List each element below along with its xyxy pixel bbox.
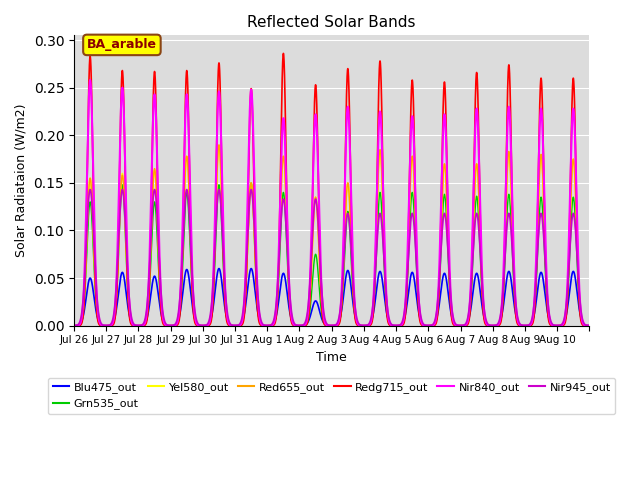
Grn535_out (257, 321, 264, 327)
Line: Blu475_out: Blu475_out (74, 268, 589, 325)
Yel580_out (397, 322, 405, 328)
Nir840_out (480, 302, 488, 308)
Grn535_out (452, 323, 460, 328)
Nir840_out (96, 321, 104, 326)
Nir840_out (586, 323, 593, 328)
Line: Redg715_out: Redg715_out (74, 53, 589, 325)
Nir840_out (375, 119, 383, 124)
Yel580_out (215, 144, 223, 150)
Red655_out (452, 323, 460, 328)
Text: BA_arable: BA_arable (87, 38, 157, 51)
Line: Nir945_out: Nir945_out (74, 190, 589, 325)
Blu475_out (586, 323, 593, 328)
Redg715_out (452, 323, 460, 328)
Nir945_out (86, 187, 94, 192)
Redg715_out (375, 75, 383, 81)
Yel580_out (257, 321, 264, 327)
Grn535_out (480, 311, 488, 316)
Grn535_out (375, 196, 383, 202)
Red655_out (215, 142, 223, 148)
Nir840_out (257, 320, 264, 325)
Nir840_out (86, 77, 94, 83)
Grn535_out (70, 323, 78, 328)
Grn535_out (96, 322, 104, 327)
Nir945_out (480, 301, 488, 307)
Grn535_out (248, 180, 255, 186)
Redg715_out (70, 323, 78, 328)
Yel580_out (70, 323, 78, 328)
Yel580_out (96, 321, 104, 327)
Red655_out (586, 323, 593, 328)
Red655_out (375, 155, 383, 161)
Y-axis label: Solar Radiataion (W/m2): Solar Radiataion (W/m2) (15, 104, 28, 257)
Nir840_out (452, 323, 460, 328)
Redg715_out (397, 323, 405, 328)
Grn535_out (586, 323, 593, 328)
Grn535_out (397, 322, 405, 328)
Nir945_out (375, 214, 383, 220)
Blu475_out (375, 270, 383, 276)
Yel580_out (480, 308, 488, 313)
Title: Reflected Solar Bands: Reflected Solar Bands (248, 15, 416, 30)
Line: Nir840_out: Nir840_out (74, 80, 589, 325)
Line: Red655_out: Red655_out (74, 145, 589, 325)
Nir945_out (397, 320, 405, 326)
Yel580_out (375, 156, 383, 162)
Legend: Blu475_out, Grn535_out, Yel580_out, Red655_out, Redg715_out, Nir840_out, Nir945_: Blu475_out, Grn535_out, Yel580_out, Red6… (48, 378, 615, 414)
Blu475_out (215, 265, 223, 271)
Yel580_out (452, 323, 460, 328)
Nir945_out (586, 323, 593, 328)
Redg715_out (96, 323, 104, 328)
Nir945_out (257, 316, 264, 322)
Line: Grn535_out: Grn535_out (74, 183, 589, 325)
Red655_out (397, 322, 405, 328)
Nir840_out (70, 323, 78, 328)
Red655_out (257, 321, 264, 327)
Yel580_out (586, 323, 593, 328)
Blu475_out (452, 322, 460, 328)
Nir945_out (96, 317, 104, 323)
Red655_out (96, 321, 104, 327)
Nir945_out (70, 323, 78, 328)
Red655_out (480, 308, 488, 313)
Blu475_out (70, 323, 78, 328)
Red655_out (70, 323, 78, 328)
Redg715_out (480, 313, 488, 319)
Blu475_out (397, 322, 405, 327)
Redg715_out (586, 323, 593, 328)
Redg715_out (257, 322, 264, 328)
Redg715_out (280, 50, 287, 56)
Blu475_out (480, 312, 488, 318)
Line: Yel580_out: Yel580_out (74, 147, 589, 325)
Nir840_out (397, 322, 405, 328)
Blu475_out (96, 321, 104, 326)
Blu475_out (257, 320, 264, 326)
Nir945_out (452, 322, 460, 327)
X-axis label: Time: Time (316, 351, 347, 364)
